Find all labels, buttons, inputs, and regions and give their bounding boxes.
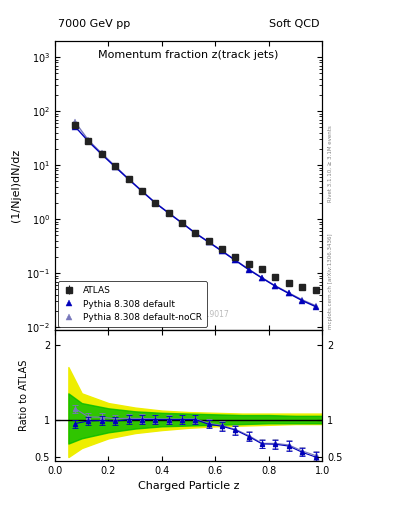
Pythia 8.308 default-noCR (99, 151, 104, 157)
Pythia 8.308 default (180, 220, 184, 226)
Text: 7000 GeV pp: 7000 GeV pp (58, 19, 130, 29)
Pythia 8.308 default (260, 275, 264, 281)
Legend: ATLAS, Pythia 8.308 default, Pythia 8.308 default-noCR: ATLAS, Pythia 8.308 default, Pythia 8.30… (58, 282, 206, 327)
Text: Soft QCD: Soft QCD (269, 19, 320, 29)
Text: Rivet 3.1.10, ≥ 3.1M events: Rivet 3.1.10, ≥ 3.1M events (328, 125, 333, 202)
Pythia 8.308 default-noCR (246, 266, 251, 272)
Pythia 8.308 default (286, 290, 291, 296)
Pythia 8.308 default-noCR (286, 290, 291, 296)
Pythia 8.308 default-noCR (126, 176, 131, 182)
Pythia 8.308 default-noCR (313, 303, 318, 309)
Pythia 8.308 default-noCR (233, 257, 238, 263)
Pythia 8.308 default (153, 200, 158, 206)
Pythia 8.308 default (113, 164, 118, 170)
Pythia 8.308 default-noCR (260, 275, 264, 281)
Pythia 8.308 default-noCR (273, 283, 278, 289)
Pythia 8.308 default (166, 210, 171, 216)
Pythia 8.308 default (73, 123, 77, 130)
Pythia 8.308 default (233, 258, 238, 264)
Pythia 8.308 default-noCR (193, 230, 198, 236)
Pythia 8.308 default-noCR (153, 200, 158, 206)
Pythia 8.308 default (273, 283, 278, 289)
Pythia 8.308 default (140, 188, 144, 194)
Pythia 8.308 default (206, 239, 211, 245)
X-axis label: Charged Particle z: Charged Particle z (138, 481, 239, 491)
Pythia 8.308 default (193, 230, 198, 236)
Pythia 8.308 default (220, 248, 224, 254)
Pythia 8.308 default-noCR (220, 248, 224, 254)
Line: Pythia 8.308 default: Pythia 8.308 default (72, 124, 318, 309)
Pythia 8.308 default (300, 297, 305, 304)
Y-axis label: (1/Njel)dN/dz: (1/Njel)dN/dz (11, 148, 21, 222)
Text: mcplots.cern.ch [arXiv:1306.3436]: mcplots.cern.ch [arXiv:1306.3436] (328, 234, 333, 329)
Pythia 8.308 default-noCR (140, 188, 144, 194)
Pythia 8.308 default-noCR (86, 137, 91, 143)
Pythia 8.308 default-noCR (300, 297, 305, 303)
Pythia 8.308 default-noCR (113, 163, 118, 169)
Pythia 8.308 default (126, 176, 131, 182)
Y-axis label: Ratio to ATLAS: Ratio to ATLAS (19, 359, 29, 431)
Pythia 8.308 default (246, 267, 251, 273)
Pythia 8.308 default (99, 152, 104, 158)
Pythia 8.308 default-noCR (166, 210, 171, 216)
Text: Momentum fraction z(track jets): Momentum fraction z(track jets) (99, 50, 279, 59)
Pythia 8.308 default-noCR (73, 119, 77, 125)
Pythia 8.308 default (313, 304, 318, 310)
Pythia 8.308 default (86, 138, 91, 144)
Line: Pythia 8.308 default-noCR: Pythia 8.308 default-noCR (72, 119, 318, 308)
Pythia 8.308 default-noCR (180, 220, 184, 226)
Pythia 8.308 default-noCR (206, 239, 211, 245)
Text: ATLAS_2011_I919017: ATLAS_2011_I919017 (148, 309, 230, 318)
